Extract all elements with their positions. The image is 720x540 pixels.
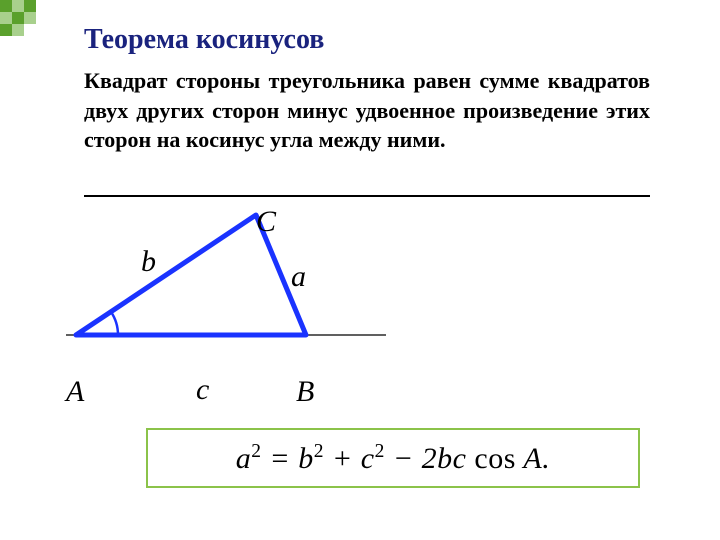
side-b-label: b	[141, 245, 156, 279]
theorem-title: Теорема косинусов	[84, 24, 324, 56]
side-a-label: a	[291, 260, 306, 294]
logo-icon	[0, 0, 40, 40]
side-c-label: c	[196, 373, 209, 407]
logo-svg	[0, 0, 40, 40]
law-of-cosines-formula: a2 = b2 + c2 − 2bc cos A.	[236, 441, 550, 476]
vertex-A-label: A	[66, 375, 84, 409]
theorem-statement: Квадрат стороны треугольника равен сумме…	[84, 66, 650, 155]
vertex-B-label: B	[296, 375, 314, 409]
triangle-diagram: A B C a b c	[66, 205, 426, 385]
formula-box: a2 = b2 + c2 − 2bc cos A.	[146, 428, 640, 488]
statement-underline	[84, 195, 650, 197]
triangle-svg	[66, 205, 426, 385]
vertex-C-label: C	[256, 205, 276, 239]
